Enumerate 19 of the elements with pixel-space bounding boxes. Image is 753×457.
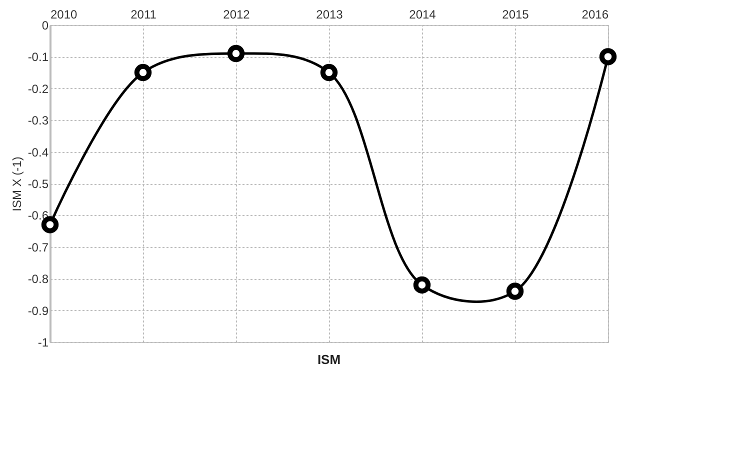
x-tick-label: 2010 [50, 8, 78, 22]
x-tick-label: 2012 [223, 8, 250, 22]
y-tick-label: -0.9 [28, 304, 49, 318]
x-tick-label: 2011 [130, 8, 157, 22]
y-tick-label: -0.2 [28, 82, 49, 96]
y-axis-title: ISM X (-1) [10, 156, 24, 212]
y-tick-label: -0.3 [28, 114, 49, 128]
y-tick-label: -0.1 [28, 50, 49, 64]
y-tick-label: -0.5 [28, 177, 49, 191]
y-tick-label: 0 [42, 18, 49, 32]
x-tick-label: 2014 [409, 8, 436, 22]
y-tick-label: -1 [38, 336, 49, 350]
y-tick-label: -0.7 [28, 240, 49, 254]
x-axis-title: ISM [317, 352, 341, 367]
x-tick-label: 2016 [582, 8, 609, 22]
x-tick-label: 2015 [502, 8, 530, 22]
y-tick-label: -0.8 [28, 272, 49, 286]
y-tick-label: -0.4 [28, 145, 49, 160]
x-tick-label: 2013 [316, 8, 344, 22]
